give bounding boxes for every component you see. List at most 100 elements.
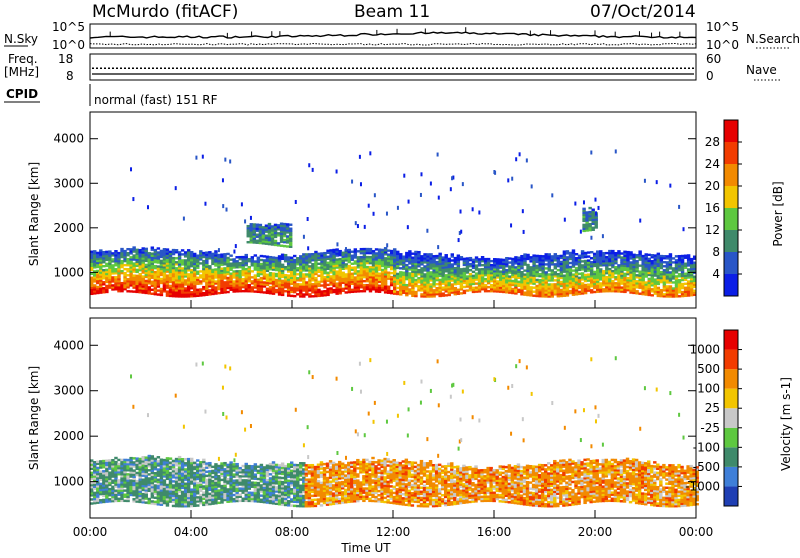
power-cell: [681, 255, 684, 257]
power-cell: [348, 249, 351, 251]
power-cell: [366, 284, 369, 286]
power-cell: [238, 270, 241, 272]
colorbar-tick-label: 4: [712, 267, 720, 281]
velocity-cell: [132, 469, 135, 471]
power-cell: [438, 196, 440, 200]
power-cell: [438, 253, 441, 255]
power-cell: [526, 158, 528, 162]
power-cell: [660, 271, 663, 273]
power-cell: [472, 271, 475, 273]
power-cell: [196, 255, 199, 257]
power-cell: [184, 251, 187, 253]
power-cell: [469, 273, 472, 275]
power-cell: [690, 258, 693, 260]
power-cell: [232, 270, 235, 272]
power-cell: [226, 257, 229, 259]
velocity-cell: [223, 468, 226, 470]
power-cell: [317, 281, 320, 283]
power-cell: [663, 293, 666, 295]
power-cell: [307, 217, 309, 221]
velocity-cell: [126, 459, 129, 461]
power-cell: [511, 288, 514, 290]
power-cell: [160, 278, 163, 280]
power-cell: [508, 265, 511, 267]
power-cell: [184, 279, 187, 281]
power-cell: [154, 271, 157, 273]
power-cell: [269, 286, 272, 288]
power-cell: [578, 277, 581, 279]
power-cell: [487, 290, 490, 292]
power-cell: [96, 252, 99, 254]
power-cell: [272, 272, 275, 274]
power-cell: [629, 261, 632, 263]
power-cell: [408, 288, 411, 290]
power-cell: [387, 286, 390, 288]
power-cell: [248, 258, 251, 260]
power-cell: [414, 291, 417, 293]
power-cell: [305, 273, 308, 275]
power-cell: [199, 274, 202, 276]
power-cell: [214, 286, 217, 288]
power-cell: [399, 253, 402, 255]
power-cell: [268, 223, 271, 225]
power-cell: [181, 259, 184, 261]
power-cell: [199, 288, 202, 290]
power-cell: [614, 282, 617, 284]
power-cell: [373, 212, 375, 216]
power-cell: [254, 290, 257, 292]
power-cell: [157, 251, 160, 253]
power-cell: [114, 276, 117, 278]
power-cell: [286, 223, 289, 225]
power-cell: [184, 287, 187, 289]
power-cell: [336, 242, 338, 246]
power-cell: [651, 294, 654, 296]
velocity-cell: [123, 489, 126, 491]
power-cell: [102, 269, 105, 271]
power-cell: [569, 266, 572, 268]
power-cell: [426, 253, 429, 255]
power-cell: [588, 211, 591, 213]
velocity-cell: [114, 461, 117, 463]
velocity-cell: [178, 495, 181, 497]
power-cell: [329, 287, 332, 289]
power-cell: [172, 249, 175, 251]
power-cell: [557, 273, 560, 275]
power-cell: [166, 274, 169, 276]
power-cell: [284, 274, 287, 276]
power-cell: [154, 265, 157, 267]
power-cell: [545, 267, 548, 269]
power-cell: [508, 275, 511, 277]
velocity-cell: [154, 501, 157, 503]
power-cell: [280, 245, 283, 247]
power-cell: [563, 250, 566, 252]
velocity-cell: [199, 494, 202, 496]
power-cell: [672, 287, 675, 289]
range-tick-label: 1000: [53, 265, 84, 279]
power-cell: [208, 265, 211, 267]
velocity-cell: [232, 473, 235, 475]
power-cell: [681, 283, 684, 285]
power-cell: [308, 163, 310, 167]
power-cell: [354, 260, 357, 262]
velocity-cell: [232, 494, 235, 496]
power-cell: [160, 260, 163, 262]
power-cell: [451, 259, 454, 261]
power-cell: [437, 153, 439, 157]
power-cell: [251, 270, 254, 272]
power-cell: [265, 235, 268, 237]
power-cell: [548, 273, 551, 275]
velocity-cell: [148, 473, 151, 475]
velocity-cell: [160, 458, 163, 460]
velocity-cell: [157, 479, 160, 481]
velocity-cell: [208, 470, 211, 472]
velocity-cell: [90, 459, 93, 461]
power-cell: [508, 257, 511, 259]
power-cell: [323, 276, 326, 278]
power-cell: [411, 253, 414, 255]
power-cell: [214, 280, 217, 282]
power-cell: [590, 251, 593, 253]
velocity-cell: [132, 498, 135, 500]
power-cell: [454, 267, 457, 269]
power-cell: [475, 286, 478, 288]
